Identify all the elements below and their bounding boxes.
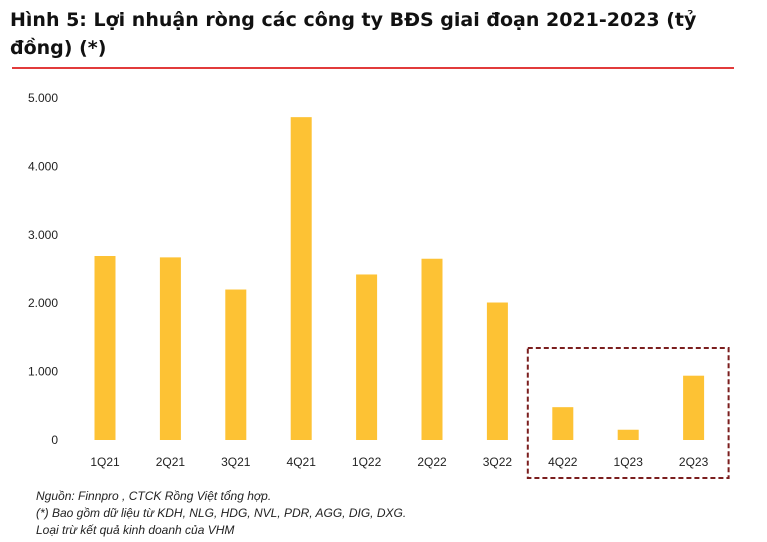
- x-tick-label: 1Q23: [614, 455, 644, 469]
- bar-2Q22: [421, 258, 443, 440]
- x-axis-labels: 1Q21 2Q21 3Q21 4Q21 1Q22 2Q22 3Q22 4Q22 1Q23 2Q23: [90, 455, 708, 469]
- chart-title: Hình 5: Lợi nhuận ròng các công ty BĐS g…: [10, 9, 697, 59]
- bar-1Q21: [94, 256, 116, 440]
- y-tick-label: 5.000: [28, 91, 58, 105]
- x-tick-label: 1Q22: [352, 455, 382, 469]
- bar-1Q22: [356, 274, 378, 440]
- y-tick-label: 3.000: [28, 228, 58, 242]
- footnote: (*) Bao gồm dữ liệu từ KDH, NLG, HDG, NV…: [36, 506, 407, 520]
- source-note: Nguồn: Finnpro , CTCK Rồng Việt tổng hợp…: [36, 489, 272, 503]
- x-tick-label: 2Q23: [679, 455, 709, 469]
- x-tick-label: 4Q21: [287, 455, 317, 469]
- bar-3Q21: [225, 289, 247, 440]
- x-tick-label: 4Q22: [548, 455, 578, 469]
- bar-3Q22: [486, 302, 508, 440]
- y-tick-label: 1.000: [28, 365, 58, 379]
- bar-2Q23: [683, 375, 705, 440]
- y-tick-label: 4.000: [28, 159, 58, 173]
- chart-notes: Nguồn: Finnpro , CTCK Rồng Việt tổng hợp…: [36, 488, 406, 539]
- x-tick-label: 3Q22: [483, 455, 513, 469]
- y-tick-label: 2.000: [28, 296, 58, 310]
- x-tick-label: 3Q21: [221, 455, 251, 469]
- bar-1Q23: [617, 429, 639, 440]
- bar-4Q22: [552, 407, 574, 440]
- y-axis-ticks: 0 1.000 2.000 3.000 4.000 5.000: [28, 91, 58, 447]
- x-tick-label: 2Q22: [417, 455, 447, 469]
- bars: [94, 117, 705, 440]
- title-divider: [12, 67, 734, 69]
- exclusion-note: Loại trừ kết quả kinh doanh của VHM: [36, 523, 235, 537]
- highlight-box: [526, 347, 730, 479]
- bar-4Q21: [290, 117, 312, 440]
- bar-chart: 0 1.000 2.000 3.000 4.000 5.000 1Q21 2Q21 3Q21 4…: [28, 91, 730, 479]
- x-tick-label: 1Q21: [90, 455, 120, 469]
- x-tick-label: 2Q21: [156, 455, 186, 469]
- bar-2Q21: [159, 257, 181, 440]
- y-tick-label: 0: [51, 433, 58, 447]
